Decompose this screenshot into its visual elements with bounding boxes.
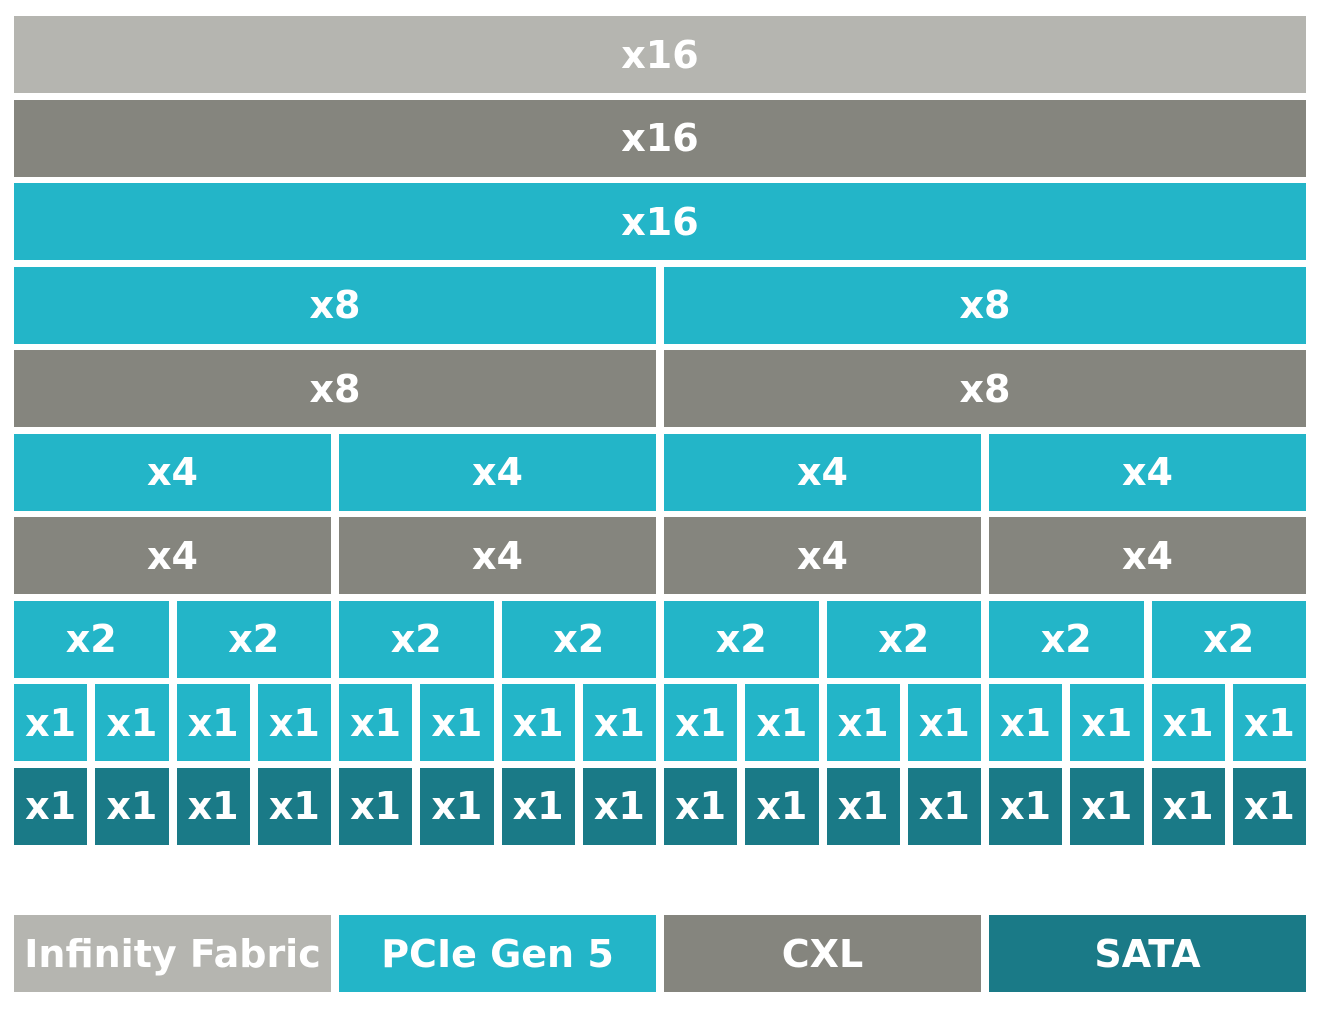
lane-block: x8: [664, 350, 1306, 427]
lane-block: x8: [14, 266, 656, 344]
lane-block: x2: [501, 600, 656, 678]
lane-block: x1: [907, 767, 981, 845]
lane-block: x2: [1151, 600, 1306, 678]
legend-item: CXL: [664, 915, 981, 992]
lane-block: x1: [501, 684, 575, 761]
lane-block: x1: [95, 684, 169, 761]
lane-block: x1: [176, 767, 250, 845]
lane-block: x1: [420, 767, 494, 845]
legend-item: PCIe Gen 5: [339, 915, 656, 992]
lane-block: x1: [826, 767, 900, 845]
lane-block: x4: [989, 517, 1306, 594]
lane-block: x1: [257, 767, 331, 845]
lane-block: x1: [582, 767, 656, 845]
lane-block: x1: [14, 767, 88, 845]
legend-item: SATA: [989, 915, 1306, 992]
lane-block: x16: [14, 183, 1306, 260]
lane-block: x4: [664, 517, 981, 594]
lane-block: x8: [664, 266, 1306, 344]
lane-block: x1: [664, 684, 738, 761]
lane-block: x4: [14, 517, 331, 594]
lane-block: x1: [257, 684, 331, 761]
lane-block: x1: [989, 684, 1063, 761]
lane-block: x1: [1070, 684, 1144, 761]
lane-block: x16: [14, 16, 1306, 93]
lane-block: x1: [1232, 684, 1306, 761]
lane-block: x1: [1151, 767, 1225, 845]
lane-block: x2: [664, 600, 819, 678]
lane-block: x1: [501, 767, 575, 845]
lane-block: x4: [664, 433, 981, 511]
lane-block: x2: [826, 600, 981, 678]
lane-block: x1: [582, 684, 656, 761]
lane-block: x4: [989, 433, 1306, 511]
lane-block: x1: [826, 684, 900, 761]
lane-block: x1: [14, 684, 88, 761]
lane-block: x2: [339, 600, 494, 678]
lane-block: x1: [907, 684, 981, 761]
lane-block: x8: [14, 350, 656, 427]
lane-block: x16: [14, 99, 1306, 177]
lane-block: x1: [339, 767, 413, 845]
lane-block: x2: [176, 600, 331, 678]
lane-block: x1: [745, 684, 819, 761]
lane-block: x1: [1232, 767, 1306, 845]
lane-block: x1: [989, 767, 1063, 845]
lane-block: x2: [14, 600, 169, 678]
lane-block: x2: [989, 600, 1144, 678]
lane-block: x1: [95, 767, 169, 845]
lane-block: x4: [339, 433, 656, 511]
legend-item: Infinity Fabric: [14, 915, 331, 992]
lane-block: x1: [339, 684, 413, 761]
lane-block: x4: [14, 433, 331, 511]
lane-block: x1: [1151, 684, 1225, 761]
lane-block: x1: [1070, 767, 1144, 845]
lane-block: x1: [745, 767, 819, 845]
lane-block: x4: [339, 517, 656, 594]
lane-block: x1: [420, 684, 494, 761]
lane-block: x1: [176, 684, 250, 761]
lane-block: x1: [664, 767, 738, 845]
